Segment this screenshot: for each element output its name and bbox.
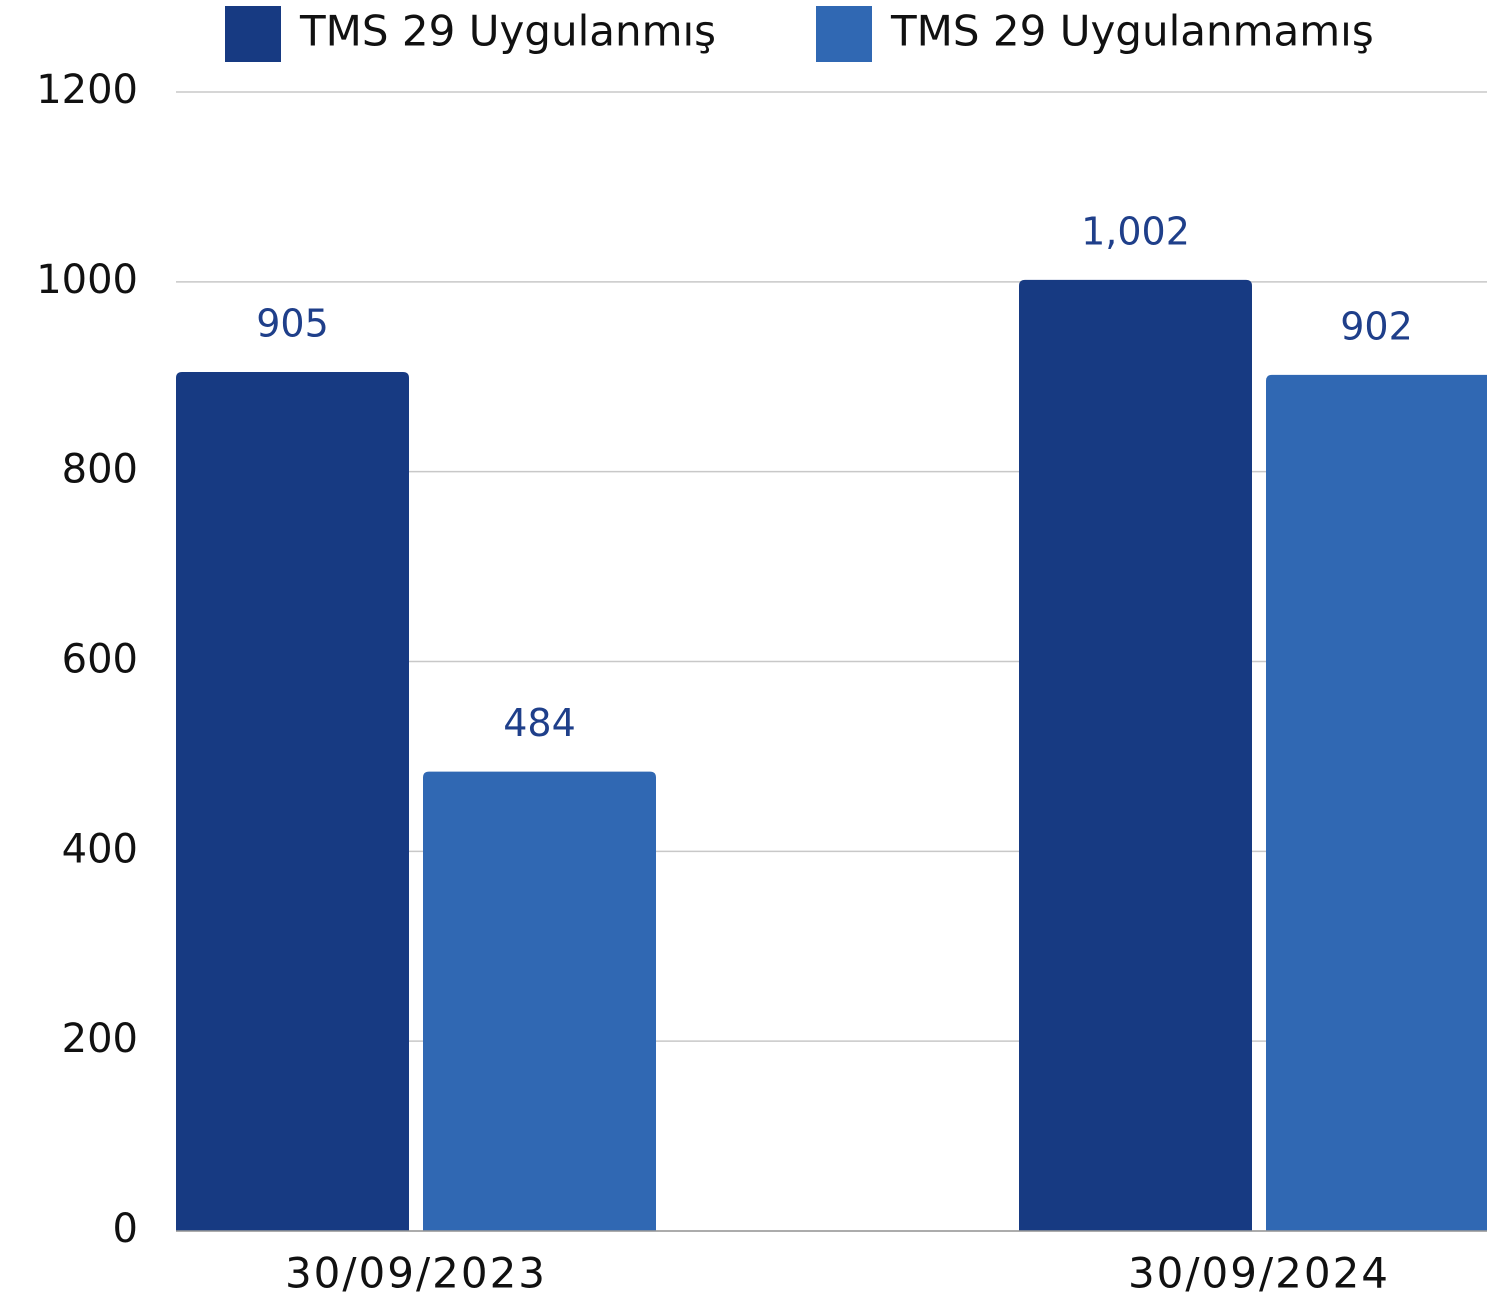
bar — [176, 372, 409, 1232]
legend-swatch — [225, 6, 281, 62]
y-tick-label: 200 — [62, 1016, 138, 1062]
bar — [1266, 374, 1487, 1231]
x-tick-label: 30/09/2024 — [1128, 1249, 1390, 1298]
value-label: 905 — [256, 302, 329, 346]
bar — [1019, 279, 1252, 1231]
value-label: 484 — [503, 701, 576, 745]
y-tick-label: 0 — [113, 1206, 138, 1252]
y-tick-label: 800 — [62, 447, 138, 493]
x-tick-label: 30/09/2023 — [285, 1249, 547, 1298]
legend-label: TMS 29 Uygulanmış — [299, 7, 716, 56]
y-tick-label: 400 — [62, 826, 138, 872]
y-tick-label: 1200 — [36, 67, 138, 113]
legend-label: TMS 29 Uygulanmamış — [890, 7, 1374, 56]
y-tick-label: 1000 — [36, 257, 138, 303]
value-label: 902 — [1340, 304, 1413, 348]
y-tick-label: 600 — [62, 637, 138, 683]
value-label: 1,002 — [1081, 209, 1190, 253]
legend-swatch — [816, 6, 872, 62]
bar — [423, 771, 656, 1231]
